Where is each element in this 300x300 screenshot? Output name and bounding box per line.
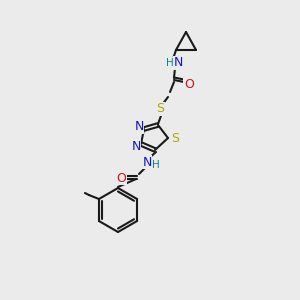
Text: S: S: [156, 103, 164, 116]
Text: N: N: [131, 140, 141, 152]
Text: O: O: [184, 77, 194, 91]
Text: H: H: [166, 58, 174, 68]
Text: N: N: [142, 155, 152, 169]
Text: S: S: [171, 131, 179, 145]
Text: O: O: [116, 172, 126, 184]
Text: N: N: [134, 121, 144, 134]
Text: N: N: [173, 56, 183, 70]
Text: H: H: [152, 160, 160, 170]
